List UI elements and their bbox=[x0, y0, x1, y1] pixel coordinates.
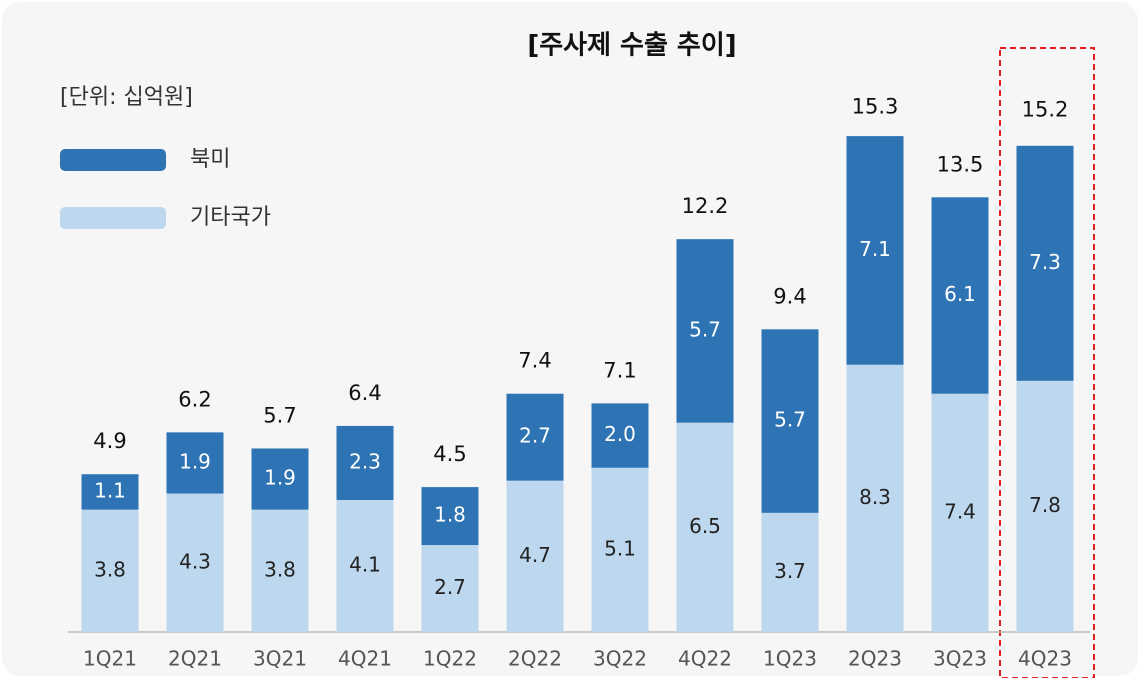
segment-label: 3.7 bbox=[774, 559, 806, 583]
segment-label: 2.7 bbox=[434, 575, 466, 599]
segment-label: 7.3 bbox=[1029, 250, 1061, 274]
total-label: 7.1 bbox=[603, 358, 636, 382]
total-label: 4.9 bbox=[93, 429, 126, 453]
bar-segment bbox=[166, 493, 224, 632]
bar-segment bbox=[166, 432, 224, 494]
x-tick-label: 2Q23 bbox=[848, 647, 902, 671]
x-tick-label: 1Q21 bbox=[83, 647, 137, 671]
legend-label: 북미 bbox=[190, 147, 230, 172]
bar-segment bbox=[1016, 380, 1074, 632]
segment-label: 4.7 bbox=[519, 543, 551, 567]
x-tick-label: 4Q22 bbox=[678, 647, 732, 671]
total-label: 13.5 bbox=[937, 152, 984, 176]
bar-segment bbox=[676, 422, 734, 632]
total-label: 9.4 bbox=[773, 284, 806, 308]
segment-label: 4.1 bbox=[349, 552, 381, 576]
total-label: 7.4 bbox=[518, 349, 551, 373]
segment-label: 1.1 bbox=[94, 478, 126, 502]
segment-label: 6.1 bbox=[944, 282, 976, 306]
total-label: 15.3 bbox=[852, 94, 899, 118]
segment-label: 2.0 bbox=[604, 422, 636, 446]
total-label: 4.5 bbox=[433, 442, 466, 466]
legend-label: 기타국가 bbox=[190, 205, 271, 230]
segment-label: 6.5 bbox=[689, 514, 721, 538]
bar-segment bbox=[421, 545, 479, 632]
bar-segment bbox=[506, 393, 564, 481]
x-tick-label: 2Q21 bbox=[168, 647, 222, 671]
segment-label: 3.8 bbox=[94, 557, 126, 581]
segment-label: 1.9 bbox=[179, 449, 211, 473]
segment-label: 5.7 bbox=[774, 408, 806, 432]
bar-segment bbox=[846, 136, 904, 365]
total-label: 6.4 bbox=[348, 381, 381, 405]
bar-segment bbox=[761, 512, 819, 632]
bar-segment bbox=[591, 403, 649, 468]
bar-segment bbox=[931, 393, 989, 632]
bar-segment bbox=[81, 509, 139, 632]
segment-label: 7.1 bbox=[859, 237, 891, 261]
chart-title: [주사제 수출 추이] bbox=[527, 31, 736, 61]
segment-label: 1.9 bbox=[264, 466, 296, 490]
segment-label: 7.4 bbox=[944, 499, 976, 523]
bar-segment bbox=[931, 197, 989, 394]
x-tick-label: 2Q22 bbox=[508, 647, 562, 671]
segment-label: 5.7 bbox=[689, 317, 721, 341]
segment-label: 1.8 bbox=[434, 503, 466, 527]
x-tick-label: 3Q23 bbox=[933, 647, 987, 671]
bar-segment bbox=[761, 329, 819, 513]
x-tick-label: 1Q23 bbox=[763, 647, 817, 671]
segment-label: 4.3 bbox=[179, 549, 211, 573]
bar-segment bbox=[676, 239, 734, 423]
segment-label: 2.7 bbox=[519, 424, 551, 448]
bar-segment bbox=[81, 474, 139, 510]
bar-segment bbox=[421, 487, 479, 546]
bar-segment bbox=[846, 364, 904, 632]
bar-segment bbox=[336, 425, 394, 500]
highlight-box bbox=[999, 47, 1095, 678]
bar-segment bbox=[1016, 145, 1074, 381]
segment-label: 3.8 bbox=[264, 557, 296, 581]
total-label: 12.2 bbox=[682, 194, 729, 218]
total-label: 15.2 bbox=[1022, 98, 1069, 122]
segment-label: 8.3 bbox=[859, 485, 891, 509]
total-label: 5.7 bbox=[263, 403, 296, 427]
x-tick-label: 3Q22 bbox=[593, 647, 647, 671]
bar-segment bbox=[251, 509, 309, 632]
total-label: 6.2 bbox=[178, 387, 211, 411]
bar-segment bbox=[336, 499, 394, 632]
x-tick-label: 1Q22 bbox=[423, 647, 477, 671]
segment-label: 2.3 bbox=[349, 449, 381, 473]
legend-swatch bbox=[60, 149, 166, 171]
x-tick-label: 4Q21 bbox=[338, 647, 392, 671]
subtitle: [단위: 십억원] bbox=[60, 85, 193, 110]
segment-label: 7.8 bbox=[1029, 493, 1061, 517]
legend-swatch bbox=[60, 207, 166, 229]
bar-segment bbox=[591, 467, 649, 632]
bar-segment bbox=[251, 448, 309, 510]
bar-segment bbox=[506, 480, 564, 632]
x-tick-label: 4Q23 bbox=[1018, 647, 1072, 671]
segment-label: 5.1 bbox=[604, 536, 636, 560]
x-tick-label: 3Q21 bbox=[253, 647, 307, 671]
